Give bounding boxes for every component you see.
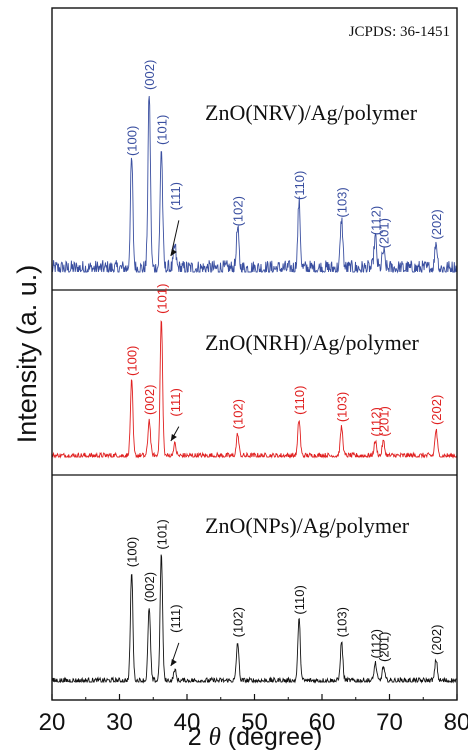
x-axis-label-symbol: θ (209, 724, 221, 751)
peak-label-2-9: (202) (429, 395, 444, 425)
peak-label-3-5: (110) (292, 585, 307, 614)
x-axis-label-unit: (degree) (221, 723, 322, 751)
peak-label-2-2: (101) (154, 284, 169, 314)
peak-label-1-4: (102) (231, 196, 246, 226)
peak-label-1-7: (112) (368, 206, 383, 235)
peak-label-1-1: (002) (142, 60, 157, 90)
peak-label-3-3: (111) (168, 604, 183, 632)
peak-label-1-5: (110) (292, 171, 307, 200)
reference-label: JCPDS: 36-1451 (349, 24, 450, 40)
peak-label-2-3: (111) (168, 388, 183, 416)
peak-label-1-2: (101) (154, 115, 169, 145)
x-tick-label-2: 40 (174, 709, 201, 736)
sample-name-1: ZnO(NRV)/Ag/polymer (205, 100, 418, 125)
peak-label-3-1: (002) (142, 572, 157, 602)
peak-label-3-2: (101) (154, 519, 169, 549)
peak-label-3-7: (112) (368, 629, 383, 658)
x-axis-label: 2 θ (degree) (188, 723, 323, 751)
peak-label-3-6: (103) (335, 607, 350, 637)
spectrum-line-1 (51, 95, 458, 274)
spectrum-line-3 (51, 554, 458, 684)
x-tick-label-6: 80 (444, 709, 468, 736)
peak-label-2-4: (102) (231, 399, 246, 429)
peak-label-1-6: (103) (335, 187, 350, 217)
spectrum-line-2 (51, 320, 458, 459)
x-tick-label-4: 60 (309, 709, 336, 736)
peak-arrowhead-3 (170, 659, 177, 666)
peak-label-3-8: (201) (376, 632, 391, 662)
x-tick-label-3: 50 (241, 709, 268, 736)
x-tick-label-5: 70 (376, 709, 403, 736)
peak-label-2-0: (100) (125, 346, 140, 376)
peak-label-1-9: (202) (429, 209, 444, 239)
peak-label-1-8: (201) (376, 218, 391, 248)
peak-label-2-5: (110) (292, 386, 307, 415)
x-tick-label-1: 30 (106, 709, 133, 736)
peak-label-1-3: (111) (168, 182, 183, 210)
peak-label-2-8: (201) (376, 406, 391, 436)
sample-name-3: ZnO(NPs)/Ag/polymer (205, 513, 410, 538)
peak-arrowhead-1 (170, 249, 177, 256)
y-axis-label: Intensity (a. u.) (12, 265, 42, 444)
peak-label-3-9: (202) (429, 625, 444, 655)
peak-label-2-6: (103) (335, 392, 350, 422)
peak-label-2-7: (112) (368, 407, 383, 436)
peak-label-3-0: (100) (125, 537, 140, 567)
peak-label-2-1: (002) (142, 385, 157, 415)
peak-label-1-0: (100) (125, 126, 140, 156)
sample-name-2: ZnO(NRH)/Ag/polymer (205, 330, 420, 355)
x-tick-label-0: 20 (39, 709, 66, 736)
peak-arrowhead-2 (170, 434, 177, 441)
x-axis-label-prefix: 2 (188, 723, 209, 751)
peak-label-3-4: (102) (231, 607, 246, 637)
